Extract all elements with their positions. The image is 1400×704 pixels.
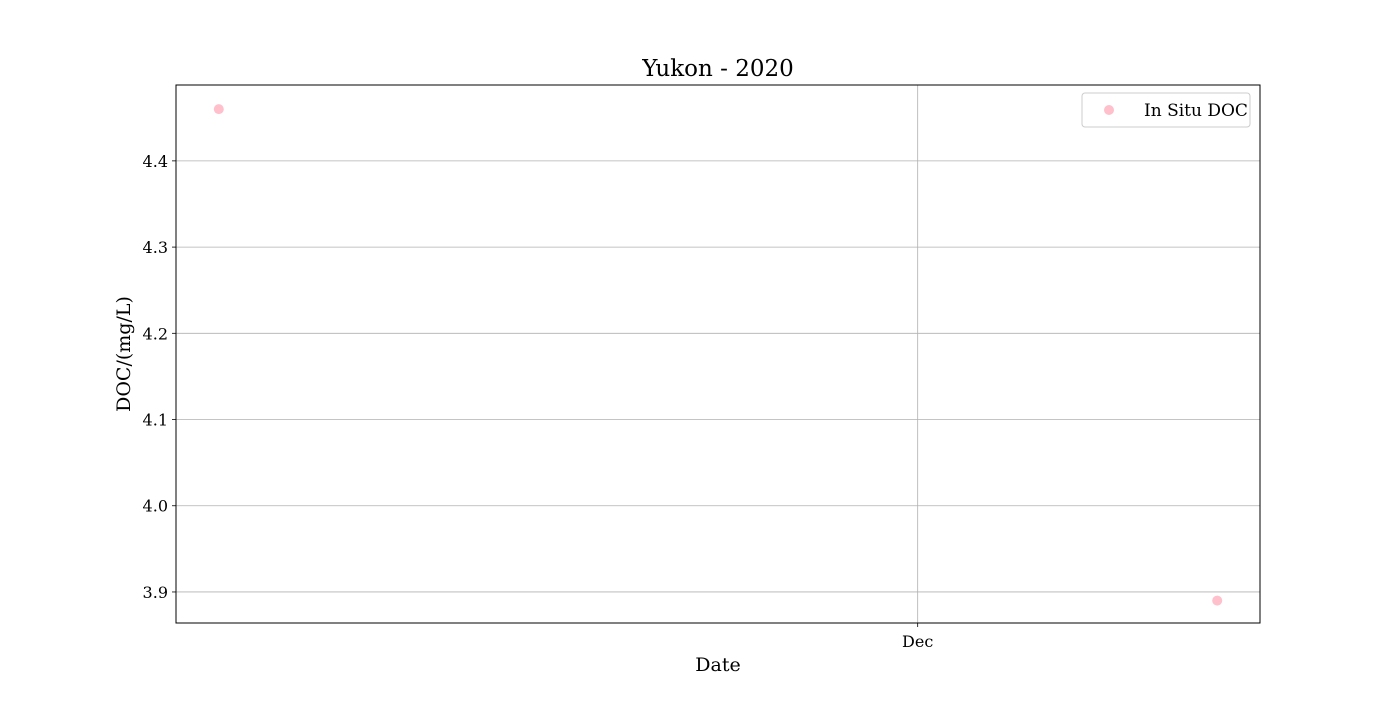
y-tick-label: 4.1 [143, 411, 168, 430]
y-tick-label: 4.2 [143, 324, 168, 343]
data-point [1212, 595, 1223, 606]
ticks-layer: 3.9 4.0 4.1 4.2 4.3 4.4 Dec [143, 152, 934, 651]
y-tick-label: 4.3 [143, 238, 168, 257]
chart-title: Yukon - 2020 [641, 56, 794, 82]
legend-frame [1081, 92, 1251, 128]
y-tick-label: 4.4 [143, 152, 168, 171]
y-tick-label: 4.0 [143, 497, 168, 516]
x-tick-label: Dec [902, 632, 933, 651]
y-axis-label: DOC/(mg/L) [113, 296, 135, 412]
legend: In Situ DOC [1081, 92, 1251, 128]
grid-layer [176, 85, 1260, 623]
legend-label: In Situ DOC [1144, 101, 1248, 121]
y-tick-label: 3.9 [143, 583, 168, 602]
x-axis-label: Date [695, 654, 740, 676]
plot-frame [175, 84, 1261, 624]
data-point [213, 104, 224, 115]
legend-marker [1104, 105, 1114, 115]
points-layer [213, 104, 1223, 606]
